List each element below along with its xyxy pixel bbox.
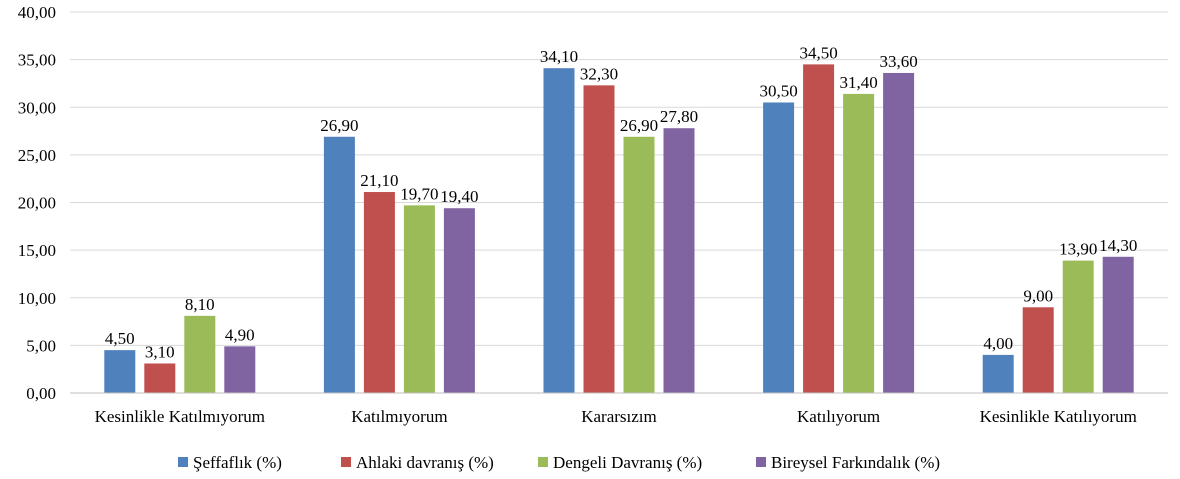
- y-tick-label: 40,00: [18, 3, 56, 22]
- category-label: Kesinlikle Katılıyorum: [980, 407, 1137, 426]
- data-label: 4,50: [105, 329, 135, 348]
- data-label: 30,50: [759, 81, 797, 100]
- y-tick-label: 30,00: [18, 98, 56, 117]
- data-label: 32,30: [580, 64, 618, 83]
- y-tick-label: 5,00: [26, 336, 56, 355]
- legend-label: Bireysel Farkındalık (%): [771, 453, 940, 472]
- gridlines: [70, 11, 1168, 346]
- bar: [543, 68, 575, 393]
- bar: [663, 128, 695, 393]
- y-tick-label: 25,00: [18, 146, 56, 165]
- y-tick-label: 20,00: [18, 194, 56, 213]
- category-label: Kesinlikle Katılmıyorum: [95, 407, 265, 426]
- bar: [1022, 307, 1054, 393]
- bar: [1102, 256, 1134, 393]
- legend-label: Dengeli Davranış (%): [553, 453, 702, 472]
- data-label: 26,90: [320, 116, 358, 135]
- bar: [224, 346, 256, 393]
- bar: [763, 102, 795, 394]
- y-tick-label: 0,00: [26, 384, 56, 403]
- legend-label: Ahlaki davranış (%): [356, 453, 494, 472]
- bar: [144, 363, 176, 393]
- category-label: Kararsızım: [581, 407, 657, 426]
- data-label: 4,00: [983, 334, 1013, 353]
- bar: [982, 354, 1014, 393]
- data-label: 33,60: [879, 52, 917, 71]
- data-label: 19,40: [440, 187, 478, 206]
- y-tick-label: 15,00: [18, 241, 56, 260]
- bar: [403, 205, 435, 393]
- legend-swatch: [538, 457, 548, 467]
- bar: [883, 72, 915, 394]
- data-label: 4,90: [225, 325, 255, 344]
- data-label: 3,10: [145, 342, 175, 361]
- legend-swatch: [756, 457, 766, 467]
- bar: [323, 136, 355, 393]
- bar: [184, 315, 216, 393]
- bars: [104, 64, 1134, 394]
- bar: [803, 64, 835, 393]
- data-label: 27,80: [660, 107, 698, 126]
- y-tick-label: 10,00: [18, 289, 56, 308]
- category-label: Katılıyorum: [797, 407, 880, 426]
- data-label: 9,00: [1023, 286, 1053, 305]
- data-label: 21,10: [360, 171, 398, 190]
- category-label: Katılmıyorum: [351, 407, 447, 426]
- legend-swatch: [341, 457, 351, 467]
- bar: [1062, 260, 1094, 393]
- y-tick-label: 35,00: [18, 51, 56, 70]
- y-axis: 0,00 5,00 10,00 15,00 20,00 25,00 30,00 35,00 40…: [18, 3, 56, 403]
- data-label: 31,40: [839, 73, 877, 92]
- x-axis: Kesinlikle Katılmıyorum Katılmıyorum Karar…: [70, 392, 1168, 426]
- bar: [104, 350, 136, 393]
- bar: [443, 208, 475, 393]
- data-label: 34,10: [540, 47, 578, 66]
- data-label: 14,30: [1099, 236, 1137, 255]
- bar: [583, 85, 615, 393]
- data-label: 34,50: [799, 43, 837, 62]
- bar: [623, 136, 655, 393]
- data-label: 8,10: [185, 295, 215, 314]
- legend-swatch: [178, 457, 188, 467]
- data-label: 26,90: [620, 116, 658, 135]
- bar: [843, 93, 875, 393]
- bar: [363, 192, 395, 393]
- data-label: 13,90: [1059, 240, 1097, 259]
- data-label: 19,70: [400, 184, 438, 203]
- legend: Şeffaflık (%) Ahlaki davranış (%) Dengeli …: [178, 453, 940, 472]
- legend-label: Şeffaflık (%): [193, 453, 282, 472]
